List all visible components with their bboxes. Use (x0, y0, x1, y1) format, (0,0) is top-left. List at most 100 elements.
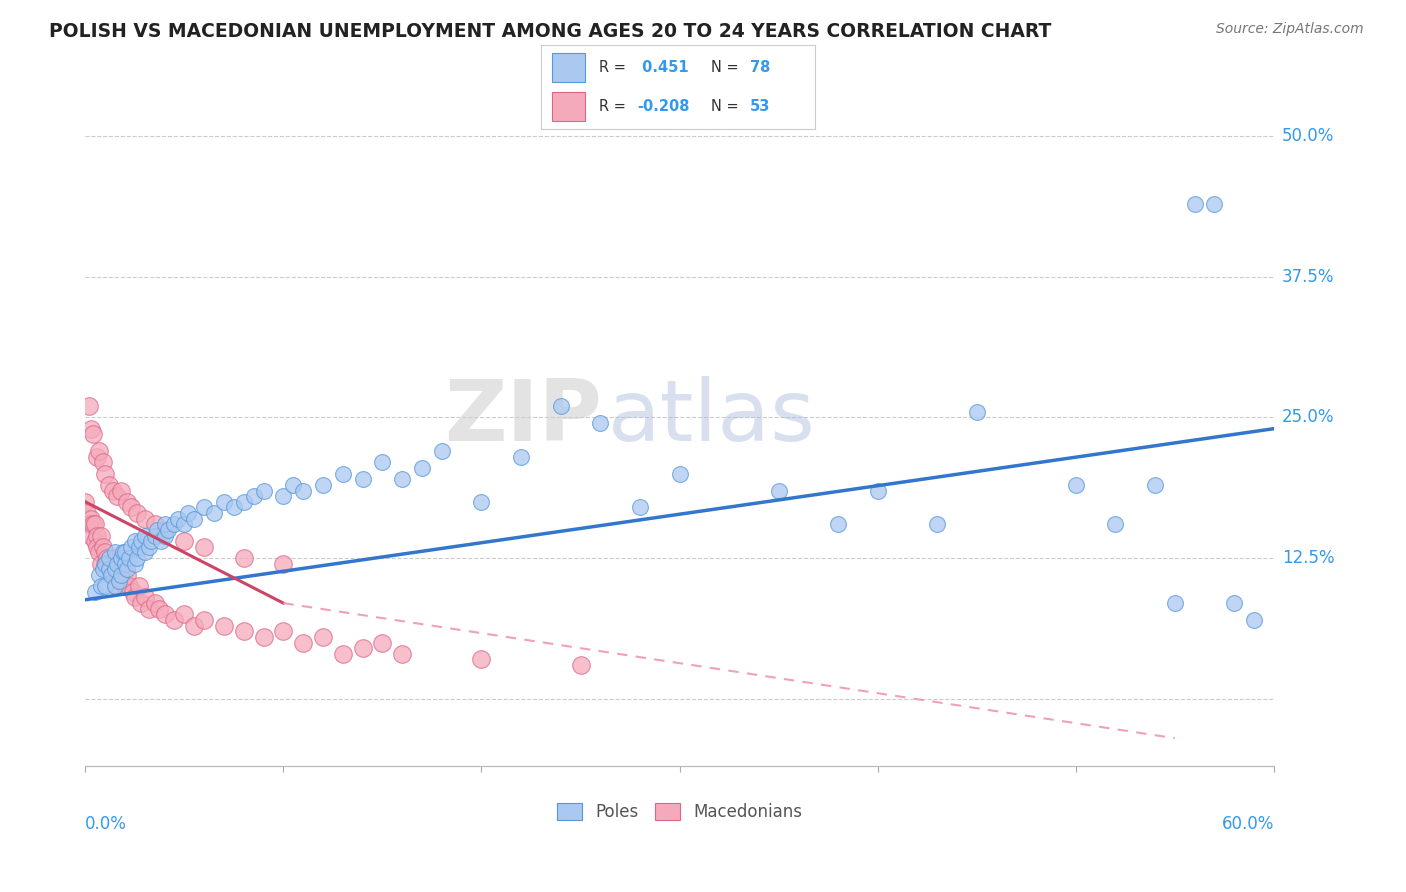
Point (149, 534, 172, 549)
Point (139, 534, 162, 549)
Point (89, 568, 111, 582)
Point (1143, 478, 1166, 492)
Point (128, 540, 150, 554)
Text: ZIP: ZIP (444, 376, 602, 458)
Point (90, 528, 112, 542)
Point (90, 579, 112, 593)
Point (173, 534, 195, 549)
Point (232, 551, 254, 566)
Point (114, 579, 136, 593)
Point (94, 467, 117, 481)
Point (157, 523, 180, 537)
Point (143, 517, 166, 532)
Point (332, 647, 354, 661)
Point (80, 528, 103, 542)
Point (143, 528, 166, 542)
Point (118, 579, 141, 593)
Text: 0.0%: 0.0% (86, 815, 127, 833)
Point (332, 467, 354, 481)
Point (371, 635, 394, 649)
Point (110, 568, 132, 582)
Point (90, 557, 112, 571)
Point (193, 613, 215, 627)
Point (94, 579, 117, 593)
Point (252, 630, 274, 644)
Point (134, 528, 156, 542)
Text: 25.0%: 25.0% (1282, 409, 1334, 426)
Point (80, 422, 103, 436)
Point (510, 450, 533, 464)
Text: R =: R = (599, 60, 626, 75)
Point (104, 551, 127, 566)
Point (222, 500, 245, 515)
Point (82, 517, 104, 532)
Point (193, 540, 215, 554)
Point (827, 517, 849, 532)
Text: 37.5%: 37.5% (1282, 268, 1334, 285)
Point (86, 450, 108, 464)
Point (273, 624, 295, 639)
Point (352, 641, 374, 656)
Point (82, 427, 104, 442)
Point (115, 495, 138, 509)
Point (108, 562, 131, 576)
Point (163, 517, 186, 532)
Point (202, 506, 225, 520)
Point (100, 568, 122, 582)
Point (110, 551, 132, 566)
Point (628, 500, 651, 515)
Point (252, 483, 274, 498)
Point (110, 574, 132, 588)
Point (589, 416, 612, 430)
Point (98, 478, 121, 492)
Point (153, 528, 176, 542)
Point (134, 512, 156, 526)
Point (111, 562, 134, 576)
Point (129, 534, 152, 549)
Text: -0.208: -0.208 (637, 99, 690, 114)
Point (86, 540, 108, 554)
Point (148, 601, 170, 615)
Point (120, 500, 142, 515)
Point (110, 483, 132, 498)
Point (273, 557, 295, 571)
Point (668, 467, 690, 481)
Point (173, 517, 195, 532)
Point (925, 517, 948, 532)
Text: 0.451: 0.451 (637, 60, 689, 75)
Point (114, 545, 136, 559)
Point (569, 658, 592, 673)
Point (212, 495, 235, 509)
Point (75, 495, 97, 509)
Point (114, 557, 136, 571)
Point (866, 483, 889, 498)
Point (1104, 517, 1126, 532)
Point (1243, 613, 1265, 627)
Point (153, 523, 176, 537)
Point (115, 568, 138, 582)
Point (138, 540, 160, 554)
Point (98, 562, 121, 576)
Text: N =: N = (711, 60, 740, 75)
Point (167, 512, 190, 526)
Point (125, 506, 148, 520)
Point (121, 585, 143, 599)
Point (104, 545, 127, 559)
Point (111, 545, 134, 559)
Point (371, 455, 394, 469)
Point (153, 517, 176, 532)
Bar (553, 92, 585, 120)
Text: 78: 78 (749, 60, 770, 75)
Text: R =: R = (599, 99, 626, 114)
Point (98, 551, 121, 566)
Point (98, 562, 121, 576)
Point (352, 472, 374, 486)
Point (94, 557, 117, 571)
Point (105, 557, 128, 571)
Point (124, 591, 146, 605)
Point (120, 540, 142, 554)
Point (232, 495, 254, 509)
Point (100, 557, 122, 571)
Point (84, 534, 107, 549)
Point (125, 551, 148, 566)
